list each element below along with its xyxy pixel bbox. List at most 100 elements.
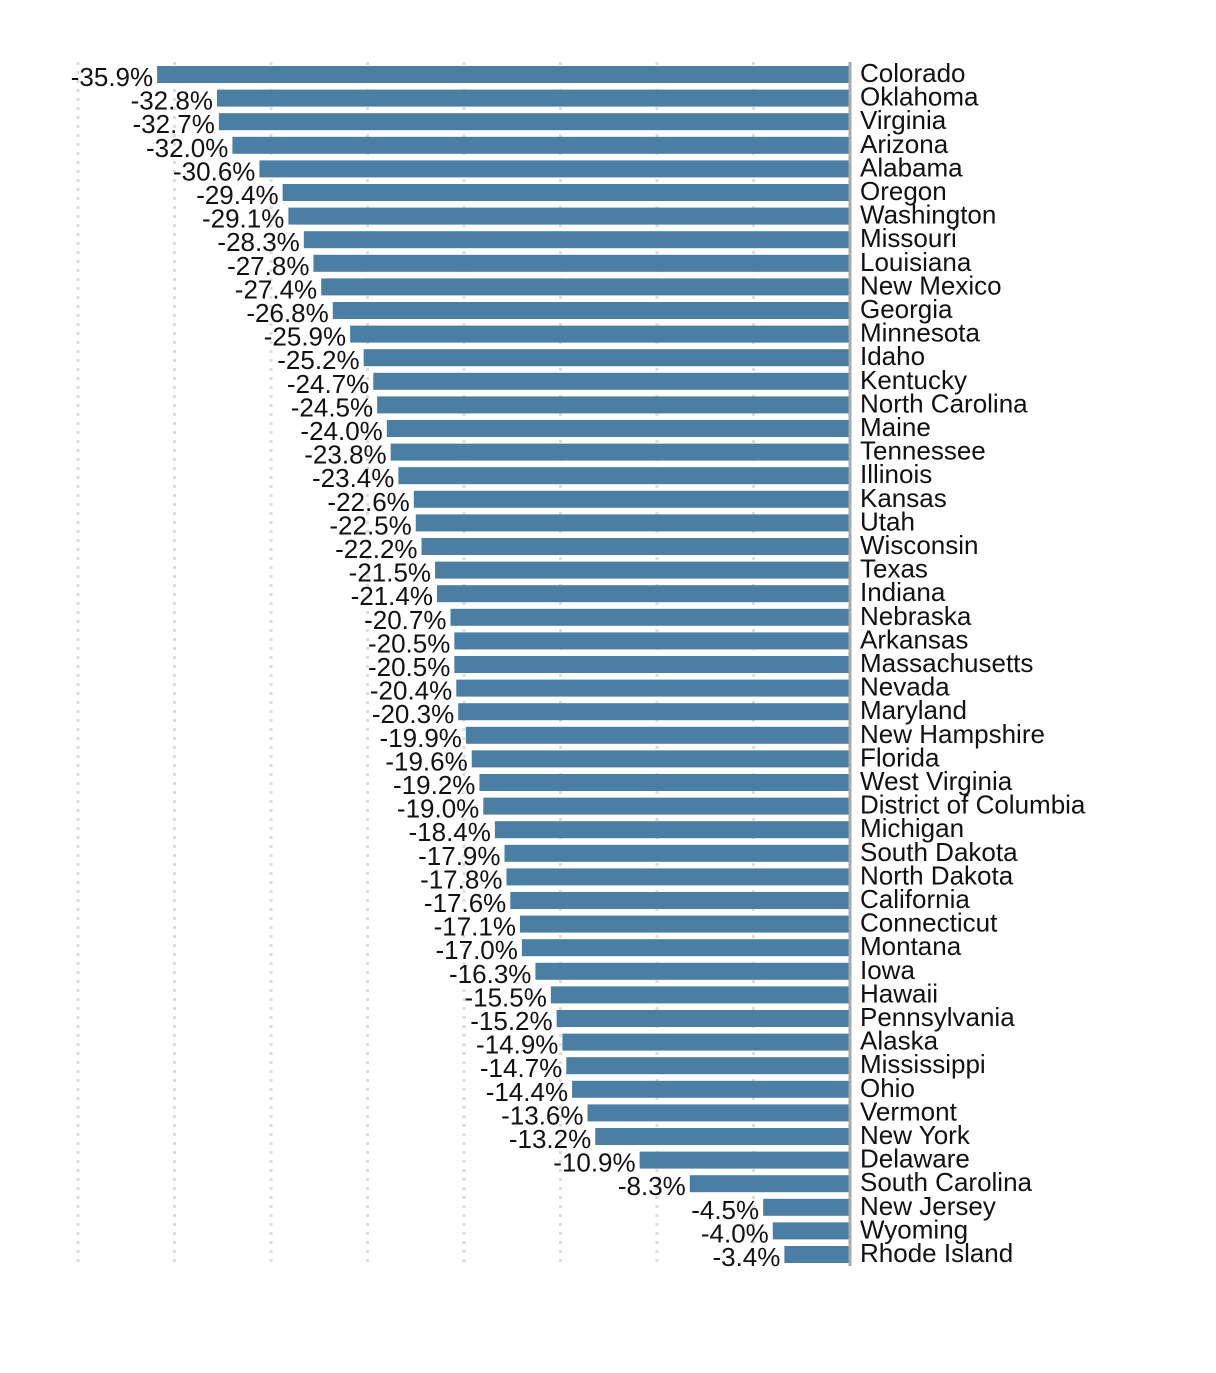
value-label: -26.8% [246, 298, 328, 328]
category-label: Illinois [860, 459, 932, 489]
bar [456, 679, 850, 697]
category-label: Alaska [860, 1026, 939, 1056]
value-label: -19.9% [380, 723, 462, 753]
value-label: -35.9% [71, 62, 153, 92]
value-label: -4.5% [691, 1195, 759, 1225]
bar [465, 726, 850, 744]
value-label: -21.4% [351, 581, 433, 611]
bar [216, 89, 850, 107]
category-label: South Carolina [860, 1167, 1033, 1197]
bar [303, 231, 850, 249]
value-label: -14.7% [480, 1053, 562, 1083]
category-label: Pennsylvania [860, 1002, 1015, 1032]
bar [363, 349, 850, 367]
category-label: Minnesota [860, 318, 980, 348]
bar [519, 915, 850, 933]
value-label: -28.3% [217, 227, 299, 257]
value-label: -32.8% [131, 86, 213, 116]
category-label: Nebraska [860, 601, 972, 631]
bar [450, 608, 850, 626]
value-label: -30.6% [173, 156, 255, 186]
value-label: -13.6% [501, 1100, 583, 1130]
category-label: Alabama [860, 152, 963, 182]
category-label: Utah [860, 506, 915, 536]
value-label: -20.5% [368, 628, 450, 658]
category-label: North Carolina [860, 388, 1028, 418]
bar [373, 372, 850, 390]
category-label: New Hampshire [860, 719, 1045, 749]
category-label: Florida [860, 742, 940, 772]
category-label: Maine [860, 412, 931, 442]
value-label: -20.5% [368, 652, 450, 682]
bar [494, 821, 850, 839]
category-label: Indiana [860, 577, 946, 607]
category-label: California [860, 884, 970, 914]
value-label: -32.0% [146, 133, 228, 163]
value-label: -19.0% [397, 794, 479, 824]
category-label: Ohio [860, 1073, 915, 1103]
category-label: Georgia [860, 294, 953, 324]
category-label: New Mexico [860, 270, 1002, 300]
category-label: Massachusetts [860, 648, 1033, 678]
value-label: -21.5% [349, 558, 431, 588]
bar [454, 632, 850, 650]
bar [321, 278, 850, 296]
bar [386, 420, 850, 437]
category-label: Rhode Island [860, 1238, 1013, 1268]
category-label: West Virginia [860, 766, 1013, 796]
bar [415, 514, 850, 532]
bar [587, 1104, 850, 1122]
value-label: -20.4% [370, 676, 452, 706]
value-label: -24.5% [291, 392, 373, 422]
value-label: -20.3% [372, 699, 454, 729]
bar [479, 774, 850, 791]
value-label: -16.3% [449, 959, 531, 989]
category-label: Michigan [860, 813, 964, 843]
value-label: -13.2% [509, 1124, 591, 1154]
bar [595, 1128, 850, 1145]
bar [521, 939, 850, 957]
bar [784, 1246, 850, 1263]
category-label: Virginia [860, 105, 947, 135]
category-label: Arkansas [860, 624, 968, 654]
value-label: -32.7% [132, 109, 214, 139]
bar [390, 443, 850, 461]
category-label: North Dakota [860, 860, 1014, 890]
bar [413, 490, 850, 508]
category-label: Idaho [860, 341, 925, 371]
bar [436, 585, 850, 603]
bar [504, 844, 850, 862]
value-label: -24.0% [300, 416, 382, 446]
category-label: South Dakota [860, 837, 1018, 867]
bar [259, 160, 850, 178]
category-label: Colorado [860, 58, 966, 88]
bar [458, 703, 850, 721]
category-label: Hawaii [860, 978, 938, 1008]
bar [572, 1080, 850, 1098]
bar [535, 962, 850, 980]
bar [435, 561, 850, 579]
category-label: Oklahoma [860, 82, 979, 112]
category-label: Missouri [860, 223, 957, 253]
value-label: -14.9% [476, 1030, 558, 1060]
value-label: -19.6% [385, 746, 467, 776]
value-label: -8.3% [618, 1171, 686, 1201]
value-label: -25.2% [277, 345, 359, 375]
value-label: -23.8% [304, 440, 386, 470]
bar [483, 797, 850, 815]
value-label: -19.2% [393, 770, 475, 800]
value-labels: -35.9%-32.8%-32.7%-32.0%-30.6%-29.4%-29.… [71, 62, 781, 1272]
value-label: -17.6% [424, 888, 506, 918]
value-label: -4.0% [701, 1218, 769, 1248]
bar [232, 136, 850, 154]
value-label: -17.0% [436, 935, 518, 965]
category-label: Kentucky [860, 365, 967, 395]
bar [639, 1151, 850, 1169]
bar [471, 750, 850, 768]
bar [157, 66, 850, 83]
category-label: New York [860, 1120, 971, 1150]
category-label: District of Columbia [860, 790, 1086, 820]
value-label: -27.4% [235, 274, 317, 304]
category-label: Vermont [860, 1096, 958, 1126]
